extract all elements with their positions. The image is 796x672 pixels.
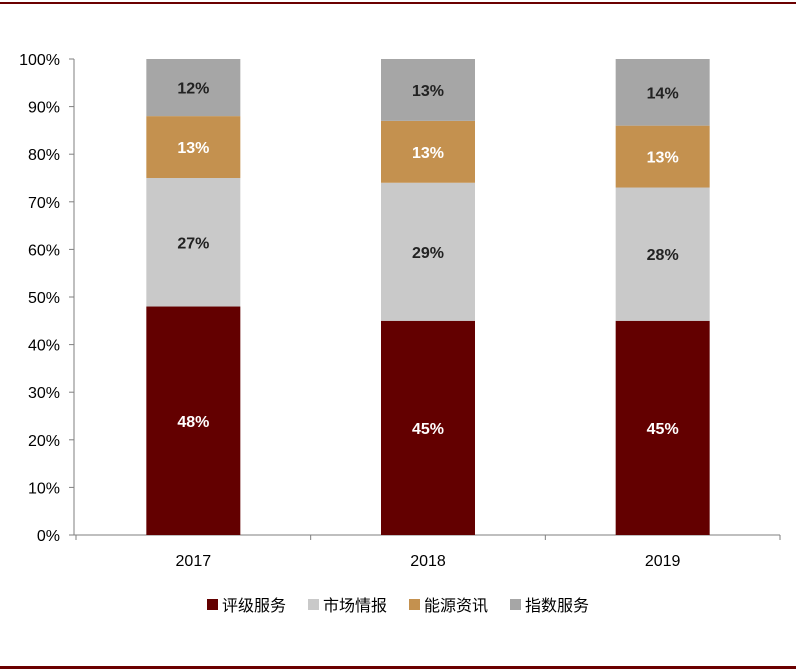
data-label: 48% [177,414,209,431]
bar-segment [615,125,710,188]
data-label: 14% [647,85,679,102]
x-tick-label: 2017 [176,553,212,570]
legend-swatch [307,598,319,610]
bar-segment [381,182,475,321]
data-label: 29% [412,245,444,262]
bar-segment [381,320,475,535]
bar-segment [146,59,241,117]
data-label: 45% [647,421,679,438]
y-tick-label: 80% [28,147,60,164]
legend-item: 评级服务 [206,592,286,616]
bar-segment [615,59,710,126]
top-rule [0,2,796,4]
bar-segment [615,320,710,535]
data-label: 12% [177,81,209,98]
legend-swatch [510,598,522,610]
legend-label: 指数服务 [525,596,590,615]
y-tick-label: 10% [28,480,60,497]
y-tick-label: 20% [28,433,60,450]
y-tick-label: 100% [19,52,60,69]
x-tick-label: 2019 [645,553,681,570]
legend-item: 市场情报 [307,592,387,616]
legend-label: 能源资讯 [424,596,489,615]
y-tick-label: 40% [28,338,60,355]
legend-item: 能源资讯 [409,592,488,616]
data-label: 13% [412,83,444,100]
stacked-bar-chart: 0% 10% 20% 30% 40% 50% 60% 70% 80% 90% 100% 48% 27% 1… [19,52,781,570]
x-tick-label: 2018 [410,553,446,570]
bar-segment [146,178,241,307]
bar-segment [381,59,475,121]
data-label: 13% [177,140,209,157]
legend: 评级服务 市场情报 能源资讯 指数服务 [0,592,796,616]
bar-segment [146,306,241,535]
legend-label: 市场情报 [322,596,387,615]
data-label: 13% [412,145,444,162]
bar-segment [615,187,710,321]
bar-segment [381,120,475,183]
bottom-rule [0,666,796,669]
legend-label: 评级服务 [221,596,286,615]
data-label: 28% [647,247,679,264]
data-label: 13% [647,150,679,167]
y-tick-label: 90% [28,100,60,117]
y-tick-label: 70% [28,195,60,212]
bar-segment [146,116,241,178]
y-tick-label: 0% [37,528,60,545]
legend-swatch [206,598,218,610]
y-tick-label: 60% [28,242,60,259]
data-label: 27% [177,235,209,252]
y-tick-label: 50% [28,290,60,307]
legend-item: 指数服务 [510,592,589,616]
legend-swatch [409,598,420,610]
data-label: 45% [412,421,444,438]
y-tick-label: 30% [28,385,60,402]
